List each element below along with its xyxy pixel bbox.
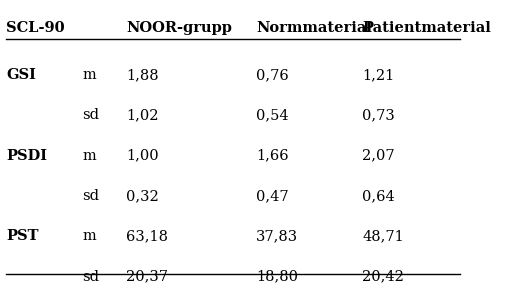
Text: 0,76: 0,76	[256, 68, 289, 82]
Text: 48,71: 48,71	[363, 229, 404, 243]
Text: 1,66: 1,66	[256, 149, 289, 163]
Text: 37,83: 37,83	[256, 229, 298, 243]
Text: sd: sd	[82, 189, 100, 203]
Text: 0,32: 0,32	[126, 189, 159, 203]
Text: 1,02: 1,02	[126, 108, 159, 122]
Text: 63,18: 63,18	[126, 229, 168, 243]
Text: NOOR-grupp: NOOR-grupp	[126, 21, 232, 35]
Text: 0,64: 0,64	[363, 189, 395, 203]
Text: PST: PST	[6, 229, 39, 243]
Text: sd: sd	[82, 269, 100, 284]
Text: Normmaterial: Normmaterial	[256, 21, 372, 35]
Text: 1,88: 1,88	[126, 68, 159, 82]
Text: 0,47: 0,47	[256, 189, 289, 203]
Text: 1,21: 1,21	[363, 68, 395, 82]
Text: 1,00: 1,00	[126, 149, 159, 163]
Text: 0,54: 0,54	[256, 108, 289, 122]
Text: SCL-90: SCL-90	[6, 21, 65, 35]
Text: 20,42: 20,42	[363, 269, 404, 284]
Text: 20,37: 20,37	[126, 269, 168, 284]
Text: m: m	[82, 149, 96, 163]
Text: PSDI: PSDI	[6, 149, 47, 163]
Text: Patientmaterial: Patientmaterial	[363, 21, 491, 35]
Text: 0,73: 0,73	[363, 108, 395, 122]
Text: GSI: GSI	[6, 68, 36, 82]
Text: sd: sd	[82, 108, 100, 122]
Text: 2,07: 2,07	[363, 149, 395, 163]
Text: m: m	[82, 68, 96, 82]
Text: 18,80: 18,80	[256, 269, 298, 284]
Text: m: m	[82, 229, 96, 243]
